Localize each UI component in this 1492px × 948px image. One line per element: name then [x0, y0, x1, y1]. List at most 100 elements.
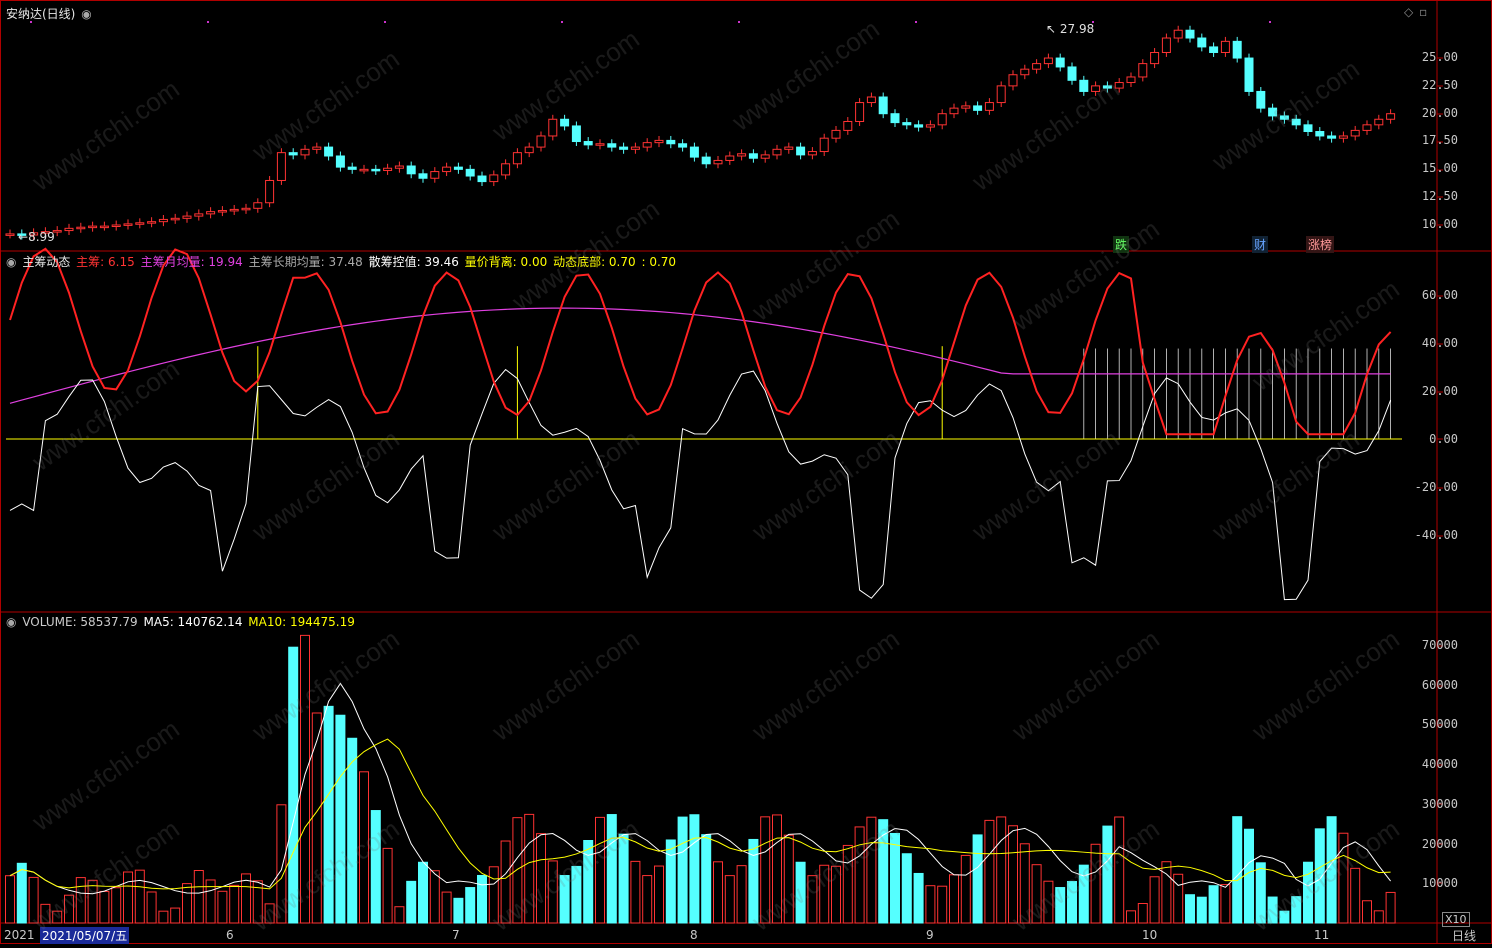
volume-bar: [606, 814, 617, 924]
volume-bar: [87, 879, 98, 924]
candle-body: [796, 146, 806, 156]
volume-bar: [418, 861, 428, 924]
candle-body: [1197, 37, 1207, 48]
volume-bar: [1031, 864, 1042, 924]
diamond-icon[interactable]: ◇: [1404, 5, 1414, 19]
volume-bar: [1090, 843, 1101, 924]
signal-dot: [207, 21, 209, 23]
candle-body: [1043, 57, 1053, 65]
volume-bar: [949, 874, 959, 924]
ma5-line: [9, 682, 1391, 895]
candle-body: [1315, 131, 1325, 137]
candle-body: [937, 113, 947, 126]
volume-bar: [52, 910, 63, 924]
event-tag-fall[interactable]: 跌: [1113, 236, 1130, 253]
volume-bar: [5, 875, 15, 924]
volume-axis-tick: 60000: [1421, 677, 1458, 692]
volume-bar: [512, 817, 523, 924]
volume-bar: [701, 834, 712, 924]
price-axis-tick: 12.50: [1421, 189, 1458, 203]
ma10-line: [9, 738, 1391, 890]
volume-bar: [75, 877, 86, 924]
price-axis-tick: 22.50: [1421, 77, 1458, 92]
candle-body: [1386, 113, 1396, 120]
volume-bar: [736, 865, 747, 924]
volume-bar: [937, 885, 948, 924]
candle-body: [973, 105, 983, 111]
candle-body: [1327, 135, 1337, 139]
candle-body: [394, 165, 404, 169]
candle-body: [843, 120, 853, 131]
event-tag-rise-list[interactable]: 涨榜: [1306, 236, 1335, 253]
volume-bar: [229, 884, 240, 924]
restore-icon[interactable]: ▫: [1419, 5, 1428, 19]
price-axis-tick: 15.00: [1421, 161, 1458, 176]
candle-body: [748, 153, 758, 159]
candle-body: [99, 225, 109, 229]
indicator-item-6: : 0.70: [641, 255, 677, 269]
volume-bar: [1008, 825, 1018, 924]
settings-icon[interactable]: ◉: [81, 7, 92, 21]
indicator-name: 主筹动态: [22, 255, 71, 269]
event-tag-finance[interactable]: 财: [1252, 236, 1269, 253]
volume-bar: [1314, 828, 1325, 924]
volume-bar: [724, 875, 735, 924]
candle-body: [1374, 118, 1384, 126]
indicator-header: ◉ 主筹动态 主筹: 6.15 主筹月均量: 19.94 主筹长期均量: 37.…: [6, 253, 680, 270]
candle-body: [1008, 74, 1018, 87]
volume-bar: [1255, 862, 1266, 924]
period-label[interactable]: 日线: [1452, 929, 1477, 943]
volume-bar: [1208, 885, 1219, 924]
volume-bar: [984, 819, 995, 924]
signal-dot: [30, 21, 32, 23]
candle-body: [914, 124, 924, 128]
candle-body: [194, 213, 204, 217]
candle-body: [76, 226, 86, 230]
volume-bar: [170, 907, 181, 924]
indicator-axis-tick: 40.00: [1421, 336, 1458, 350]
candle-body: [654, 139, 664, 144]
volume-bar: [99, 890, 110, 924]
signal-dot: [561, 21, 563, 23]
candle-body: [866, 96, 876, 104]
candle-body: [1185, 29, 1195, 39]
volume-bar: [146, 891, 157, 924]
candle-body: [182, 215, 192, 219]
candle-body: [418, 173, 428, 179]
month-10: 10: [1142, 928, 1158, 942]
volume-bar: [901, 853, 912, 924]
candle-body: [111, 224, 121, 227]
candle-body: [630, 146, 640, 150]
volume-bar: [665, 839, 676, 924]
low-value: 8.99: [28, 230, 55, 244]
volume-bar: [382, 847, 393, 924]
volume-bar: [1362, 900, 1372, 924]
high-value: 27.98: [1059, 22, 1095, 36]
volume-bar: [335, 714, 346, 924]
volume-bar: [1149, 876, 1160, 924]
volume-bar: [16, 862, 27, 924]
candle-body: [524, 146, 534, 154]
volume-settings-icon[interactable]: ◉: [6, 615, 17, 629]
candle-body: [1091, 85, 1101, 92]
volume-bar: [1326, 816, 1337, 924]
volume-bar: [1078, 864, 1089, 924]
candle-body: [206, 211, 216, 215]
indicator-settings-icon[interactable]: ◉: [6, 255, 17, 269]
indicator-item-2: 主筹长期均量: 37.48: [248, 255, 367, 269]
volume-bar: [40, 903, 51, 924]
volume-bar: [1373, 910, 1384, 924]
volume-bar: [1019, 843, 1030, 924]
volume-bar: [158, 910, 169, 924]
volume-axis-tick: 20000: [1421, 836, 1458, 851]
volume-bar: [571, 865, 582, 924]
candle-body: [548, 118, 558, 137]
candle-body: [961, 105, 971, 109]
volume-bar: [547, 860, 558, 924]
volume-bar: [323, 705, 334, 924]
candle-body: [1138, 63, 1148, 78]
volume-bar: [996, 816, 1007, 924]
price-axis-tick: 25.00: [1421, 50, 1458, 64]
